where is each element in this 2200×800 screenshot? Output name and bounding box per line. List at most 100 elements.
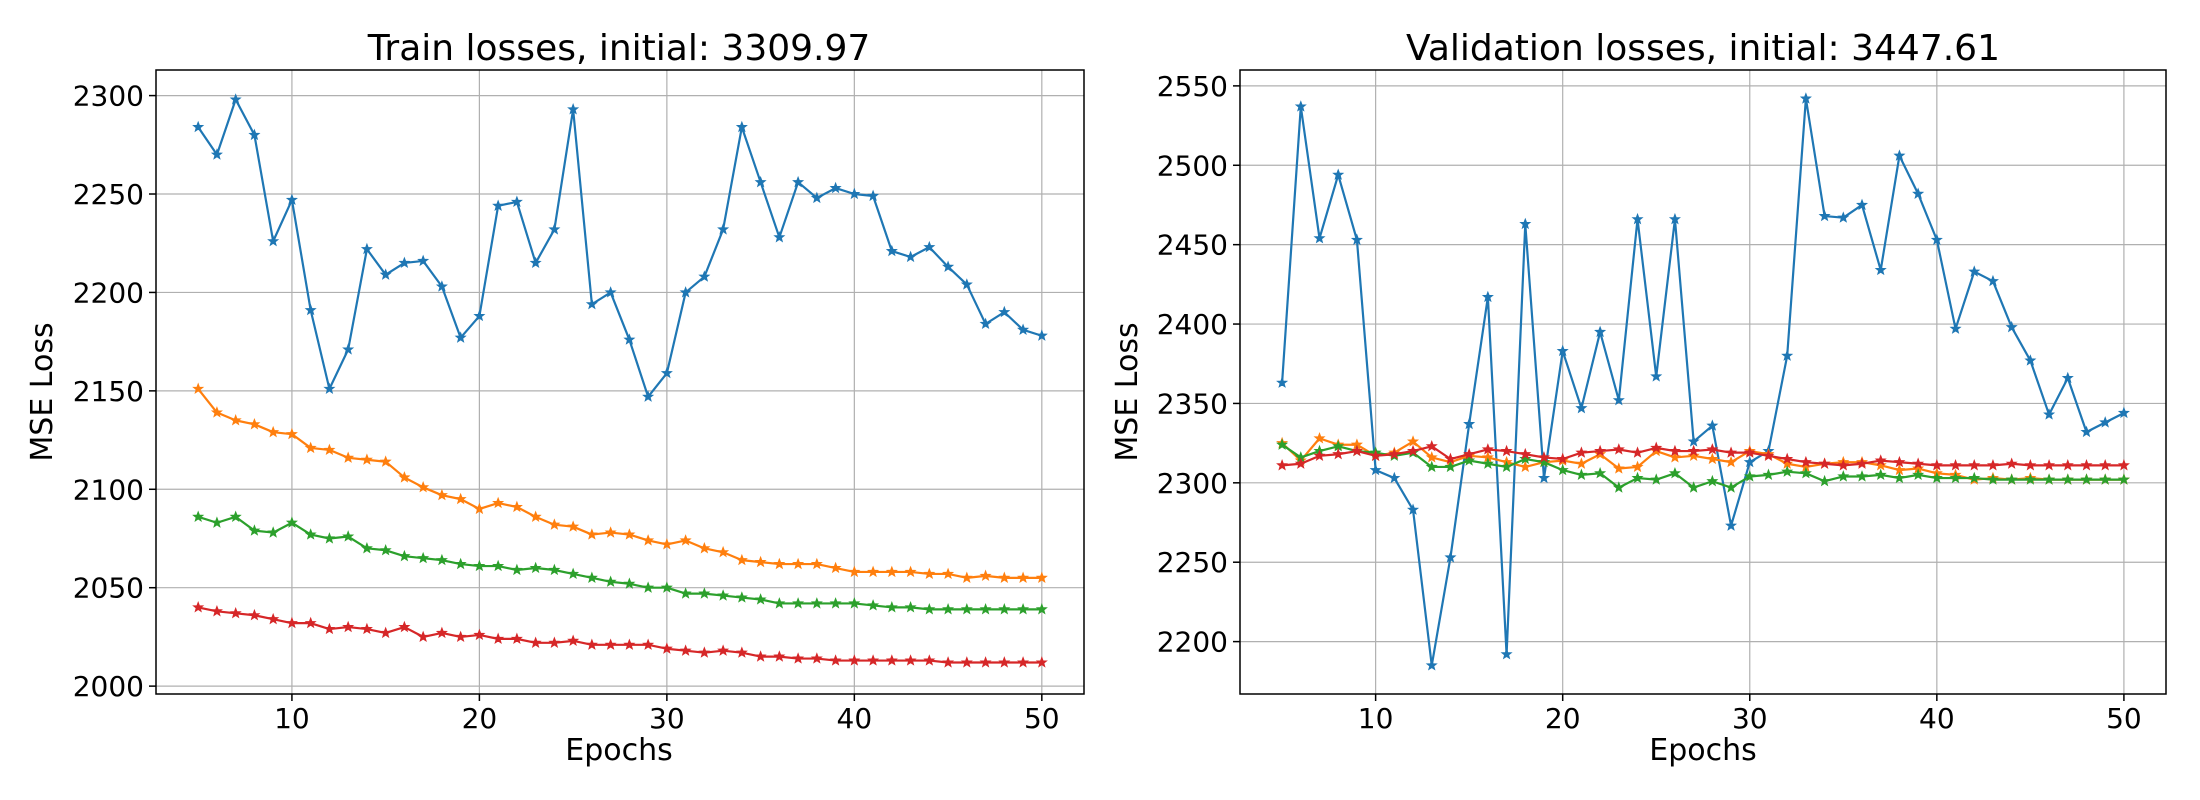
- data-point: [1425, 439, 1438, 452]
- data-point: [2043, 408, 2056, 420]
- data-point: [642, 534, 655, 546]
- data-point: [810, 557, 823, 570]
- data-point: [660, 581, 673, 593]
- data-point: [1500, 460, 1513, 473]
- y-tick-label: 2350: [1157, 387, 1228, 420]
- data-point: [810, 191, 823, 204]
- data-point: [960, 571, 973, 583]
- data-point: [979, 603, 992, 615]
- data-point: [2117, 473, 2130, 485]
- data-point: [548, 223, 561, 235]
- data-point: [585, 528, 598, 540]
- data-point: [417, 630, 430, 643]
- data-point: [754, 555, 767, 568]
- data-point: [904, 250, 917, 263]
- data-point: [829, 561, 842, 574]
- data-point: [1650, 370, 1663, 382]
- data-point: [1930, 471, 1943, 484]
- data-point: [2005, 473, 2018, 485]
- data-point: [1968, 471, 1981, 484]
- data-point: [979, 656, 992, 668]
- data-point: [792, 557, 805, 570]
- data-point: [398, 620, 411, 633]
- data-point: [1575, 401, 1588, 414]
- data-point: [417, 480, 430, 493]
- data-point: [1743, 470, 1756, 482]
- y-tick-label: 2300: [1157, 467, 1228, 500]
- data-point: [267, 612, 280, 625]
- data-point: [1575, 468, 1588, 481]
- data-point: [229, 414, 242, 426]
- data-point: [867, 599, 880, 611]
- x-axis-label: Epochs: [565, 733, 673, 768]
- x-tick-label: 30: [649, 702, 685, 735]
- data-point: [979, 317, 992, 330]
- data-point: [642, 638, 655, 650]
- data-point: [1612, 393, 1625, 406]
- data-point: [1350, 444, 1363, 457]
- data-point: [567, 634, 580, 646]
- data-point: [1519, 217, 1532, 230]
- data-point: [548, 518, 561, 530]
- data-point: [1313, 432, 1326, 444]
- data-point: [904, 565, 917, 578]
- data-point: [379, 543, 392, 556]
- data-point: [1818, 474, 1831, 487]
- data-point: [1631, 212, 1644, 225]
- data-point: [2043, 473, 2056, 485]
- x-tick-label: 40: [1919, 702, 1955, 735]
- data-point: [979, 569, 992, 582]
- data-point: [660, 538, 673, 550]
- data-point: [679, 587, 692, 599]
- data-point: [735, 553, 748, 566]
- data-point: [1668, 466, 1681, 479]
- y-tick-label: 2300: [73, 80, 144, 113]
- data-point: [1017, 571, 1030, 583]
- data-point: [1968, 265, 1981, 277]
- data-point: [1668, 212, 1681, 225]
- data-point: [492, 632, 505, 645]
- data-point: [360, 242, 373, 255]
- data-point: [1369, 463, 1382, 476]
- data-point: [398, 549, 411, 562]
- data-point: [1725, 481, 1738, 493]
- series-line: [197, 515, 1042, 611]
- data-point: [904, 654, 917, 666]
- data-point: [510, 632, 523, 645]
- data-point: [698, 270, 711, 282]
- data-point: [829, 654, 842, 666]
- data-point: [923, 654, 936, 666]
- plot-frame: [1239, 69, 2167, 695]
- data-point: [1594, 466, 1607, 479]
- data-point: [2061, 473, 2074, 485]
- data-point: [1369, 449, 1382, 461]
- data-point: [1874, 459, 1887, 471]
- data-point: [435, 280, 448, 292]
- data-point: [1725, 455, 1738, 468]
- data-point: [210, 604, 223, 617]
- data-point: [1725, 519, 1738, 531]
- data-point: [810, 597, 823, 609]
- data-point: [923, 240, 936, 253]
- data-point: [792, 652, 805, 664]
- data-point: [360, 622, 373, 635]
- data-point: [510, 195, 523, 208]
- y-axis-label: MSE Loss: [1110, 322, 1145, 461]
- x-axis-label: Epochs: [1649, 733, 1757, 768]
- data-point: [379, 626, 392, 639]
- data-point: [1425, 659, 1438, 671]
- data-point: [267, 526, 280, 538]
- data-point: [492, 496, 505, 509]
- data-point: [717, 589, 730, 601]
- data-point: [1668, 444, 1681, 457]
- data-point: [473, 559, 486, 572]
- data-point: [529, 256, 542, 269]
- data-point: [1743, 455, 1756, 468]
- data-point: [1986, 274, 1999, 287]
- data-point: [2099, 473, 2112, 485]
- data-point: [623, 528, 636, 540]
- data-point: [229, 93, 242, 105]
- data-point: [1893, 149, 1906, 161]
- data-point: [735, 646, 748, 658]
